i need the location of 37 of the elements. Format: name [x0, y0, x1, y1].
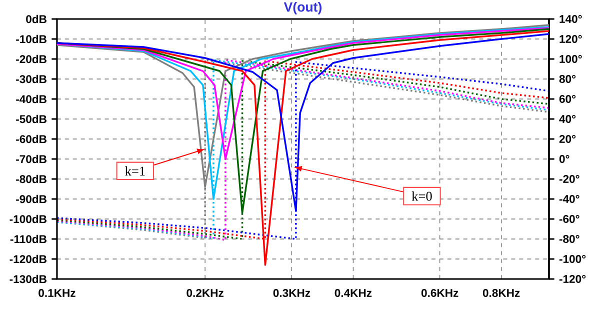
y2-tick-label: 0° [559, 155, 570, 163]
y-tick-label: -70dB [16, 154, 46, 164]
y-tick-label: -10dB [16, 34, 46, 44]
y2-tick-label: -60° [559, 215, 580, 223]
y-tick-label: -100dB [10, 214, 46, 224]
x-tick-label: 0.8KHz [482, 289, 520, 297]
x-tick-label: 0.4KHz [334, 289, 372, 297]
y2-tick-label: 60° [559, 95, 576, 103]
x-tick-label: 0.1KHz [38, 289, 76, 297]
y-tick-label: -50dB [16, 114, 46, 124]
y2-tick-label: -100° [559, 255, 586, 263]
y2-tick-label: 40° [559, 115, 576, 123]
y2-tick-label: 100° [560, 55, 582, 63]
x-tick-label: 0.3KHz [273, 289, 310, 298]
y-tick-label: -60dB [16, 134, 46, 144]
annotation: k=1 [125, 166, 145, 176]
y2-tick-label: 120° [560, 35, 582, 43]
y2-tick-label: -40° [559, 195, 580, 203]
y-tick-label: -30dB [16, 74, 46, 84]
y2-tick-label: -120° [559, 275, 586, 283]
y-tick-label: 0dB [26, 14, 46, 24]
y2-tick-label: 140° [560, 15, 582, 23]
y-tick-label: -20dB [16, 54, 46, 64]
y2-tick-label: -80° [559, 235, 580, 243]
y-tick-label: -120dB [10, 254, 46, 264]
y-tick-label: -90dB [16, 194, 46, 204]
y-tick-label: -40dB [16, 94, 46, 104]
x-tick-label: 0.2KHz [186, 289, 224, 297]
annotation: k=0 [412, 191, 432, 201]
y2-tick-label: 80° [559, 75, 576, 83]
y-tick-label: -130dB [10, 274, 46, 284]
y2-tick-label: -20° [559, 175, 580, 183]
chart-title: V(out) [284, 2, 322, 14]
y-tick-label: -80dB [16, 174, 46, 184]
y2-tick-label: 20° [559, 135, 576, 143]
x-tick-label: 0.6KHz [421, 289, 458, 297]
y-tick-label: -110dB [10, 234, 46, 244]
